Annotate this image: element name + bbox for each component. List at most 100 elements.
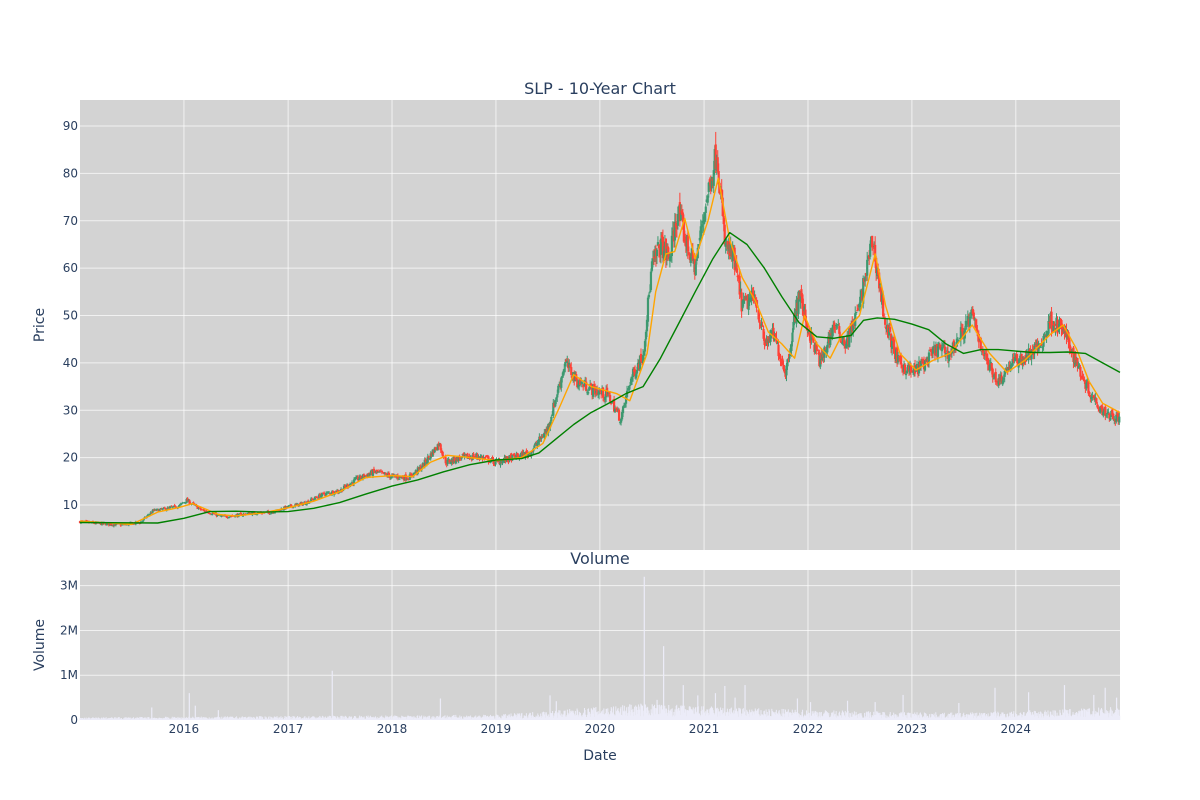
candle-down <box>476 455 479 458</box>
candle-down <box>990 363 993 371</box>
candle-up <box>1027 348 1030 361</box>
date-x-tick-label: 2021 <box>689 722 720 736</box>
candle-up <box>426 456 429 463</box>
candle-up <box>679 212 682 221</box>
candle-up <box>1047 320 1050 334</box>
candle-down <box>764 343 767 345</box>
candle-down <box>203 510 206 512</box>
candle-up <box>670 235 673 256</box>
candle-up <box>964 320 967 328</box>
candle-up <box>543 432 546 438</box>
candle-down <box>779 355 782 362</box>
candle-up <box>148 514 151 516</box>
candle-up <box>947 353 950 362</box>
candle-up <box>613 408 617 413</box>
candle-up <box>704 206 707 213</box>
candle-up <box>321 492 324 497</box>
candle-up <box>665 248 669 257</box>
candle-down <box>1095 398 1098 403</box>
candle-up <box>788 356 791 359</box>
candle-up <box>983 352 986 355</box>
candle-down <box>772 327 775 339</box>
candle-down <box>899 356 903 365</box>
candle-up <box>829 333 832 346</box>
candle-up <box>158 509 161 511</box>
candle-down <box>691 250 694 262</box>
candle-up <box>776 343 779 345</box>
candle-down <box>716 157 719 172</box>
candle-up <box>648 291 652 293</box>
candle-down <box>599 390 602 392</box>
candle-down <box>441 451 444 457</box>
candle-up <box>172 505 175 508</box>
price-y-tick-label: 30 <box>63 403 78 417</box>
candle-up <box>533 445 536 448</box>
date-x-tick-label: 2019 <box>481 722 512 736</box>
candle-down <box>488 461 491 463</box>
candle-up <box>1105 414 1108 416</box>
candle-down <box>952 340 955 350</box>
candle-down <box>372 468 376 472</box>
candle-down <box>602 387 605 398</box>
candle-up <box>515 453 518 460</box>
candle-down <box>590 383 593 387</box>
candle-down <box>1104 406 1107 416</box>
candle-up <box>114 523 117 526</box>
candle-down <box>359 475 363 479</box>
price-y-tick-label: 50 <box>63 309 78 323</box>
candle-up <box>494 460 497 465</box>
candle-down <box>576 379 579 388</box>
candle-up <box>1109 417 1112 421</box>
candle-down <box>317 498 320 499</box>
candle-down <box>192 502 195 504</box>
candle-up <box>649 271 653 290</box>
candle-up <box>988 364 991 371</box>
candle-up <box>1054 328 1057 330</box>
candle-down <box>459 457 462 460</box>
candle-up <box>554 399 557 407</box>
candle-down <box>1096 404 1099 408</box>
candle-up <box>332 494 336 495</box>
candle-up <box>1115 414 1118 422</box>
candle-down <box>943 346 947 354</box>
candle-down <box>484 456 487 458</box>
date-x-tick-label: 2016 <box>169 722 200 736</box>
candle-down <box>897 355 901 357</box>
candle-up <box>228 516 231 518</box>
candle-up <box>180 502 183 505</box>
candle-down <box>775 337 778 343</box>
candle-down <box>188 500 191 504</box>
candle-down <box>954 347 957 349</box>
candle-up <box>821 354 824 361</box>
candle-up <box>836 326 839 328</box>
candle-up <box>700 224 703 228</box>
candle-down <box>975 324 978 333</box>
candle-down <box>721 197 724 217</box>
candle-up <box>320 495 323 498</box>
price-axis-label: Price <box>32 308 48 342</box>
candle-up <box>270 512 273 515</box>
candle-down <box>994 371 997 383</box>
long-moving-average-line <box>79 231 1121 524</box>
candle-down <box>857 308 860 311</box>
candle-down <box>525 450 528 453</box>
candle-down <box>384 473 388 475</box>
candle-down <box>569 364 572 367</box>
candle-up <box>698 237 701 241</box>
candle-up <box>431 449 434 457</box>
candle-down <box>1040 344 1043 346</box>
candle-up <box>354 477 358 480</box>
candle-up <box>1017 364 1020 368</box>
candle-down <box>331 491 335 495</box>
candle-down <box>343 485 347 487</box>
candle-up <box>699 226 702 240</box>
candle-up <box>896 355 900 363</box>
candle-up <box>795 299 798 324</box>
candle-down <box>448 459 451 463</box>
candle-up <box>305 504 308 506</box>
candle-down <box>758 320 761 324</box>
candle-up <box>807 331 810 334</box>
candle-up <box>433 447 436 453</box>
candle-up <box>166 507 169 510</box>
candle-down <box>517 455 520 458</box>
